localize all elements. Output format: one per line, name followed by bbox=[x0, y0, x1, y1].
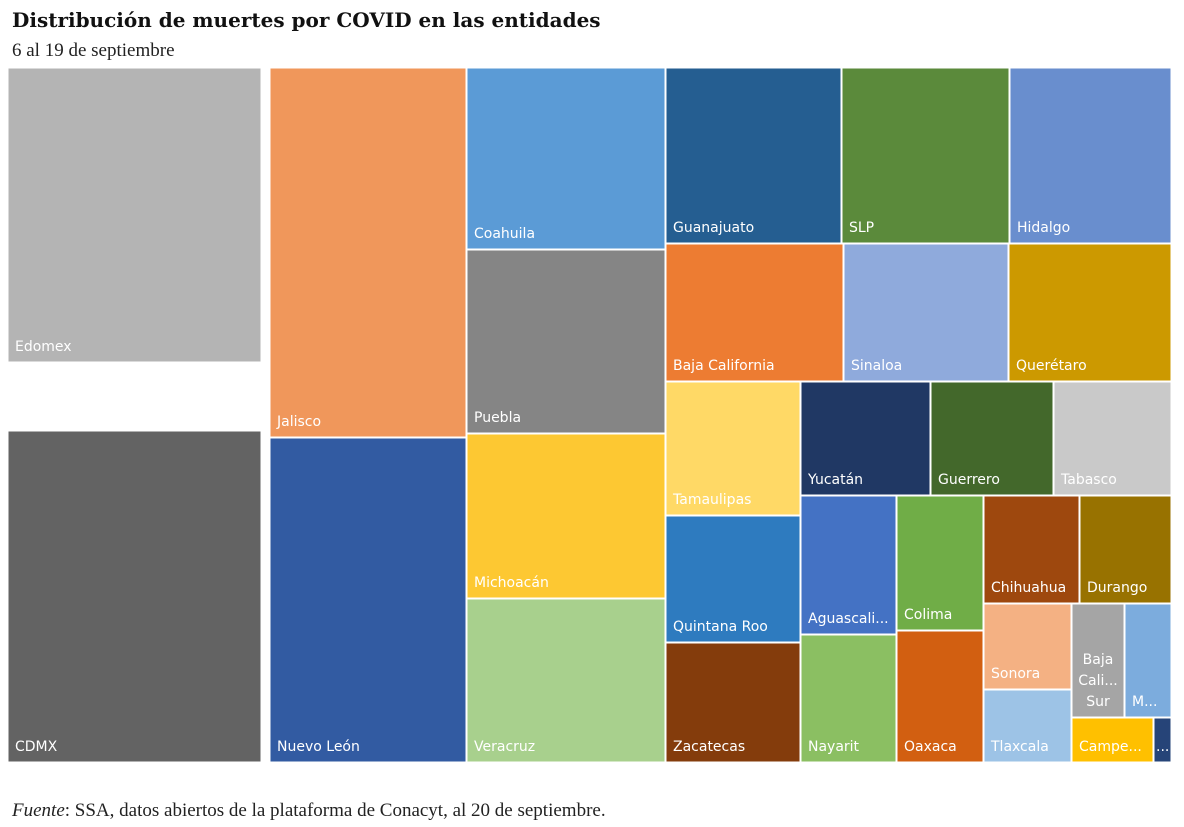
tile-label-aguascalientes: Aguascali... bbox=[808, 611, 889, 627]
tile-aguascalientes[interactable] bbox=[800, 495, 897, 635]
tile-michoacan[interactable] bbox=[466, 433, 666, 599]
tile-campeche[interactable] bbox=[1071, 717, 1154, 763]
tile-colima[interactable] bbox=[896, 495, 984, 631]
source-label: Fuente bbox=[12, 800, 65, 821]
tile-label-puebla: Puebla bbox=[474, 410, 521, 426]
tile-label-zacatecas: Zacatecas bbox=[673, 739, 745, 755]
tile-chiapas[interactable] bbox=[1153, 717, 1172, 763]
tile-label-veracruz: Veracruz bbox=[474, 739, 535, 755]
tile-chihuahua[interactable] bbox=[983, 495, 1080, 604]
tile-label-colima: Colima bbox=[904, 607, 952, 623]
tile-label-sinaloa: Sinaloa bbox=[851, 358, 902, 374]
tile-coahuila[interactable] bbox=[466, 67, 666, 250]
tile-label-chiapas: ... bbox=[1156, 739, 1169, 755]
source-note: Fuente: SSA, datos abiertos de la plataf… bbox=[12, 800, 606, 822]
tile-tlaxcala[interactable] bbox=[983, 689, 1072, 763]
tile-label-jalisco: Jalisco bbox=[276, 414, 321, 430]
tile-nayarit[interactable] bbox=[800, 634, 897, 763]
tile-label-baja-california: Baja California bbox=[673, 358, 775, 374]
tile-sonora[interactable] bbox=[983, 603, 1072, 690]
tile-queretaro[interactable] bbox=[1008, 243, 1172, 382]
tile-nuevo-leon[interactable] bbox=[269, 437, 467, 763]
tile-quintana-roo[interactable] bbox=[665, 515, 801, 643]
tile-label-quintana-roo: Quintana Roo bbox=[673, 619, 768, 635]
tile-label-tamaulipas: Tamaulipas bbox=[672, 492, 751, 508]
tile-label-guerrero: Guerrero bbox=[938, 472, 1000, 488]
tile-label-nuevo-leon: Nuevo León bbox=[277, 739, 360, 755]
tile-label-guanajuato: Guanajuato bbox=[673, 220, 754, 236]
tile-jalisco[interactable] bbox=[269, 67, 467, 438]
tile-label-slp: SLP bbox=[849, 220, 874, 236]
tile-hidalgo[interactable] bbox=[1009, 67, 1172, 244]
tile-baja-california[interactable] bbox=[665, 243, 844, 382]
tile-cdmx[interactable] bbox=[7, 430, 262, 763]
tile-label-coahuila: Coahuila bbox=[474, 226, 535, 242]
tile-label-yucatan: Yucatán bbox=[807, 472, 863, 488]
tile-edomex[interactable] bbox=[7, 67, 262, 363]
tile-guanajuato[interactable] bbox=[665, 67, 842, 244]
tile-label-sonora: Sonora bbox=[991, 666, 1040, 682]
tile-yucatan[interactable] bbox=[800, 381, 931, 496]
tile-slp[interactable] bbox=[841, 67, 1010, 244]
tile-label-cdmx: CDMX bbox=[15, 739, 58, 755]
tile-label-tlaxcala: Tlaxcala bbox=[990, 739, 1049, 755]
tile-label-nayarit: Nayarit bbox=[808, 739, 860, 755]
tile-guerrero[interactable] bbox=[930, 381, 1054, 496]
tile-veracruz[interactable] bbox=[466, 598, 666, 763]
tile-label-campeche: Campe... bbox=[1079, 739, 1142, 755]
tile-label-baja-california-sur-2: Cali... bbox=[1078, 673, 1117, 689]
tile-puebla[interactable] bbox=[466, 249, 666, 434]
tile-label-durango: Durango bbox=[1087, 580, 1147, 596]
tile-label-edomex: Edomex bbox=[15, 339, 72, 355]
tile-label-baja-california-sur-3: Sur bbox=[1086, 694, 1110, 710]
chart-subtitle: 6 al 19 de septiembre bbox=[12, 40, 175, 61]
tile-label-baja-california-sur-1: Baja bbox=[1083, 652, 1114, 668]
tile-label-queretaro: Querétaro bbox=[1016, 358, 1087, 374]
tile-zacatecas[interactable] bbox=[665, 642, 801, 763]
tile-tamaulipas[interactable] bbox=[665, 381, 801, 516]
tile-label-michoacan: Michoacán bbox=[474, 575, 549, 591]
tile-durango[interactable] bbox=[1079, 495, 1172, 604]
tile-label-hidalgo: Hidalgo bbox=[1017, 220, 1070, 236]
treemap: Edomex CDMX Jalisco Nuevo León Coahuila Puebl… bbox=[7, 67, 1172, 763]
tile-tabasco[interactable] bbox=[1053, 381, 1172, 496]
chart-title: Distribución de muertes por COVID en las… bbox=[12, 8, 601, 32]
tile-oaxaca[interactable] bbox=[896, 630, 984, 763]
tile-baja-california-sur[interactable] bbox=[1071, 603, 1125, 718]
source-text: : SSA, datos abiertos de la plataforma d… bbox=[64, 800, 606, 821]
tile-label-chihuahua: Chihuahua bbox=[991, 580, 1066, 596]
tile-morelos[interactable] bbox=[1124, 603, 1172, 718]
tile-label-tabasco: Tabasco bbox=[1060, 472, 1117, 488]
tile-label-oaxaca: Oaxaca bbox=[904, 739, 957, 755]
tile-sinaloa[interactable] bbox=[843, 243, 1009, 382]
tile-label-morelos: M... bbox=[1132, 694, 1157, 710]
